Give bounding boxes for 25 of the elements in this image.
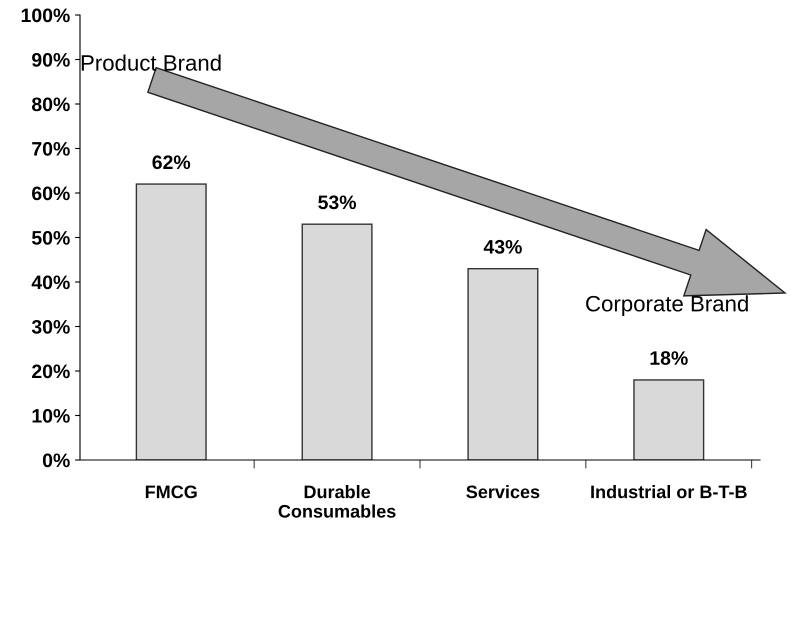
x-tick-label: FMCG [146, 485, 197, 498]
y-tick-label: 100% [22, 8, 70, 22]
y-tick-label: 90% [32, 52, 70, 67]
y-tick-label: 30% [32, 320, 70, 334]
bar [302, 223, 373, 460]
y-tick-label: 20% [32, 364, 70, 378]
bar [467, 268, 538, 460]
y-tick-label: 50% [32, 230, 70, 245]
annotation: Corporate Brand [586, 295, 748, 316]
data-label: 62% [152, 155, 190, 170]
data-label: 18% [650, 351, 688, 365]
y-tick-label: 40% [32, 275, 70, 290]
bar [633, 379, 704, 460]
y-tick-label: 0% [42, 453, 70, 468]
bar [136, 183, 207, 460]
annotation: Product Brand [82, 54, 221, 71]
data-label: 53% [318, 195, 356, 210]
y-tick-label: 60% [32, 186, 70, 200]
x-tick-label: Industrial or B-T-B [591, 485, 747, 498]
y-tick-label: 80% [32, 97, 70, 112]
data-label: 43% [484, 240, 522, 254]
y-tick-label: 10% [32, 408, 70, 423]
x-tick-label: Services [466, 485, 540, 498]
y-tick-label: 70% [32, 142, 70, 156]
x-tick-label: Durable Consumables [278, 485, 396, 518]
